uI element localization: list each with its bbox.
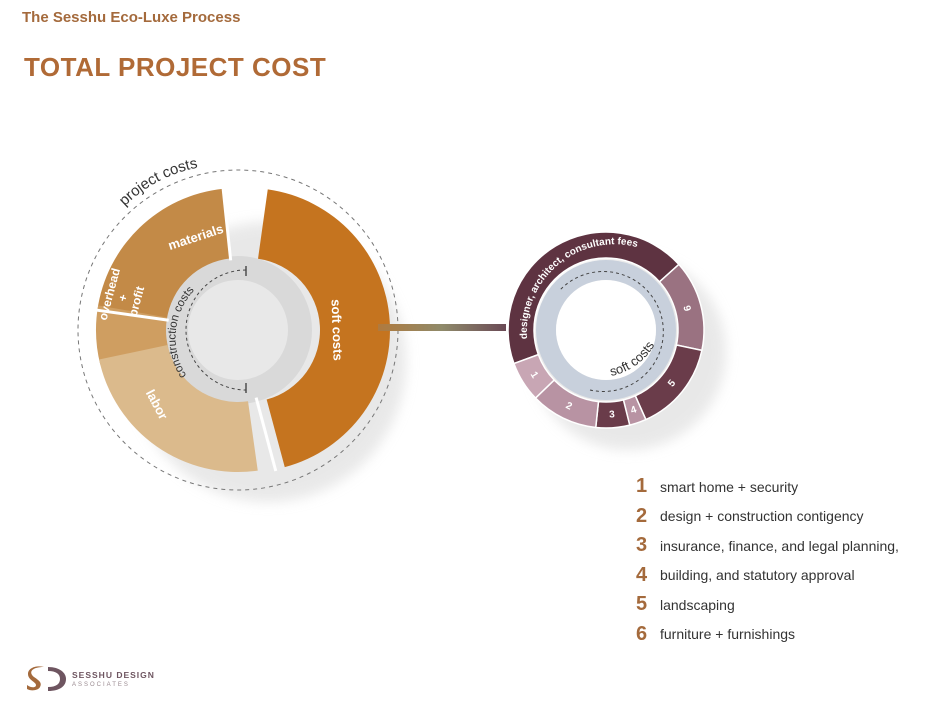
main-segments	[93, 184, 391, 472]
legend-item-5: 5 landscaping	[636, 590, 899, 620]
soft-segment-s1	[512, 353, 556, 400]
segment-gap	[254, 397, 278, 472]
soft-inner-band	[536, 260, 676, 400]
logo-name: SESSHU DESIGN	[72, 670, 155, 680]
logo-mark-icon	[27, 666, 66, 691]
legend-number: 3	[636, 534, 648, 557]
soft-ring-center	[556, 280, 656, 380]
kicker-heading: The Sesshu Eco-Luxe Process	[22, 9, 241, 26]
soft-segment-label-s3: 3	[609, 409, 616, 420]
company-logo: SESSHU DESIGN ASSOCIATES	[24, 664, 155, 694]
legend-number: 6	[636, 622, 648, 645]
legend-number: 2	[636, 504, 648, 527]
legend-number: 1	[636, 475, 648, 498]
soft-labels: 6 5 4 3 2 1	[528, 303, 695, 420]
soft-segment-label-s6: 6	[682, 303, 694, 312]
construction-band	[164, 256, 312, 404]
page-title: TOTAL PROJECT COST	[24, 52, 327, 82]
soft-segment-label-s1: 1	[528, 370, 541, 381]
legend-text: design + construction contigency	[660, 508, 864, 525]
legend-number: 4	[636, 563, 648, 586]
logo-subtitle: ASSOCIATES	[72, 682, 130, 688]
soft-segment-label-s5: 5	[666, 378, 678, 390]
legend-text: landscaping	[660, 596, 735, 613]
legend-item-1: 1 smart home + security	[636, 472, 899, 502]
segment-label-soft: soft costs	[328, 299, 345, 361]
segment-materials	[97, 188, 231, 320]
segment-soft	[258, 189, 391, 468]
legend: 1 smart home + security 2 design + const…	[636, 472, 899, 649]
soft-segments	[507, 231, 705, 429]
soft-costs-arc	[559, 271, 664, 392]
legend-number: 5	[636, 593, 648, 616]
segment-gap	[221, 184, 233, 261]
soft-segment-label-s2: 2	[564, 400, 574, 413]
legend-item-4: 4 building, and statutory approval	[636, 561, 899, 591]
legend-text: furniture + furnishings	[660, 626, 796, 643]
legend-text: insurance, finance, and legal planning,	[660, 537, 899, 554]
legend-text: building, and statutory approval	[660, 567, 855, 584]
segment-gap	[93, 308, 169, 322]
legend-item-6: 6 furniture + furnishings	[636, 620, 899, 650]
legend-item-3: 3 insurance, finance, and legal planning…	[636, 531, 899, 561]
ring-connector	[378, 324, 506, 331]
soft-segment-label-s4: 4	[629, 404, 638, 416]
legend-item-2: 2 design + construction contigency	[636, 502, 899, 532]
segment-labor	[99, 344, 258, 472]
legend-text: smart home + security	[660, 478, 799, 495]
